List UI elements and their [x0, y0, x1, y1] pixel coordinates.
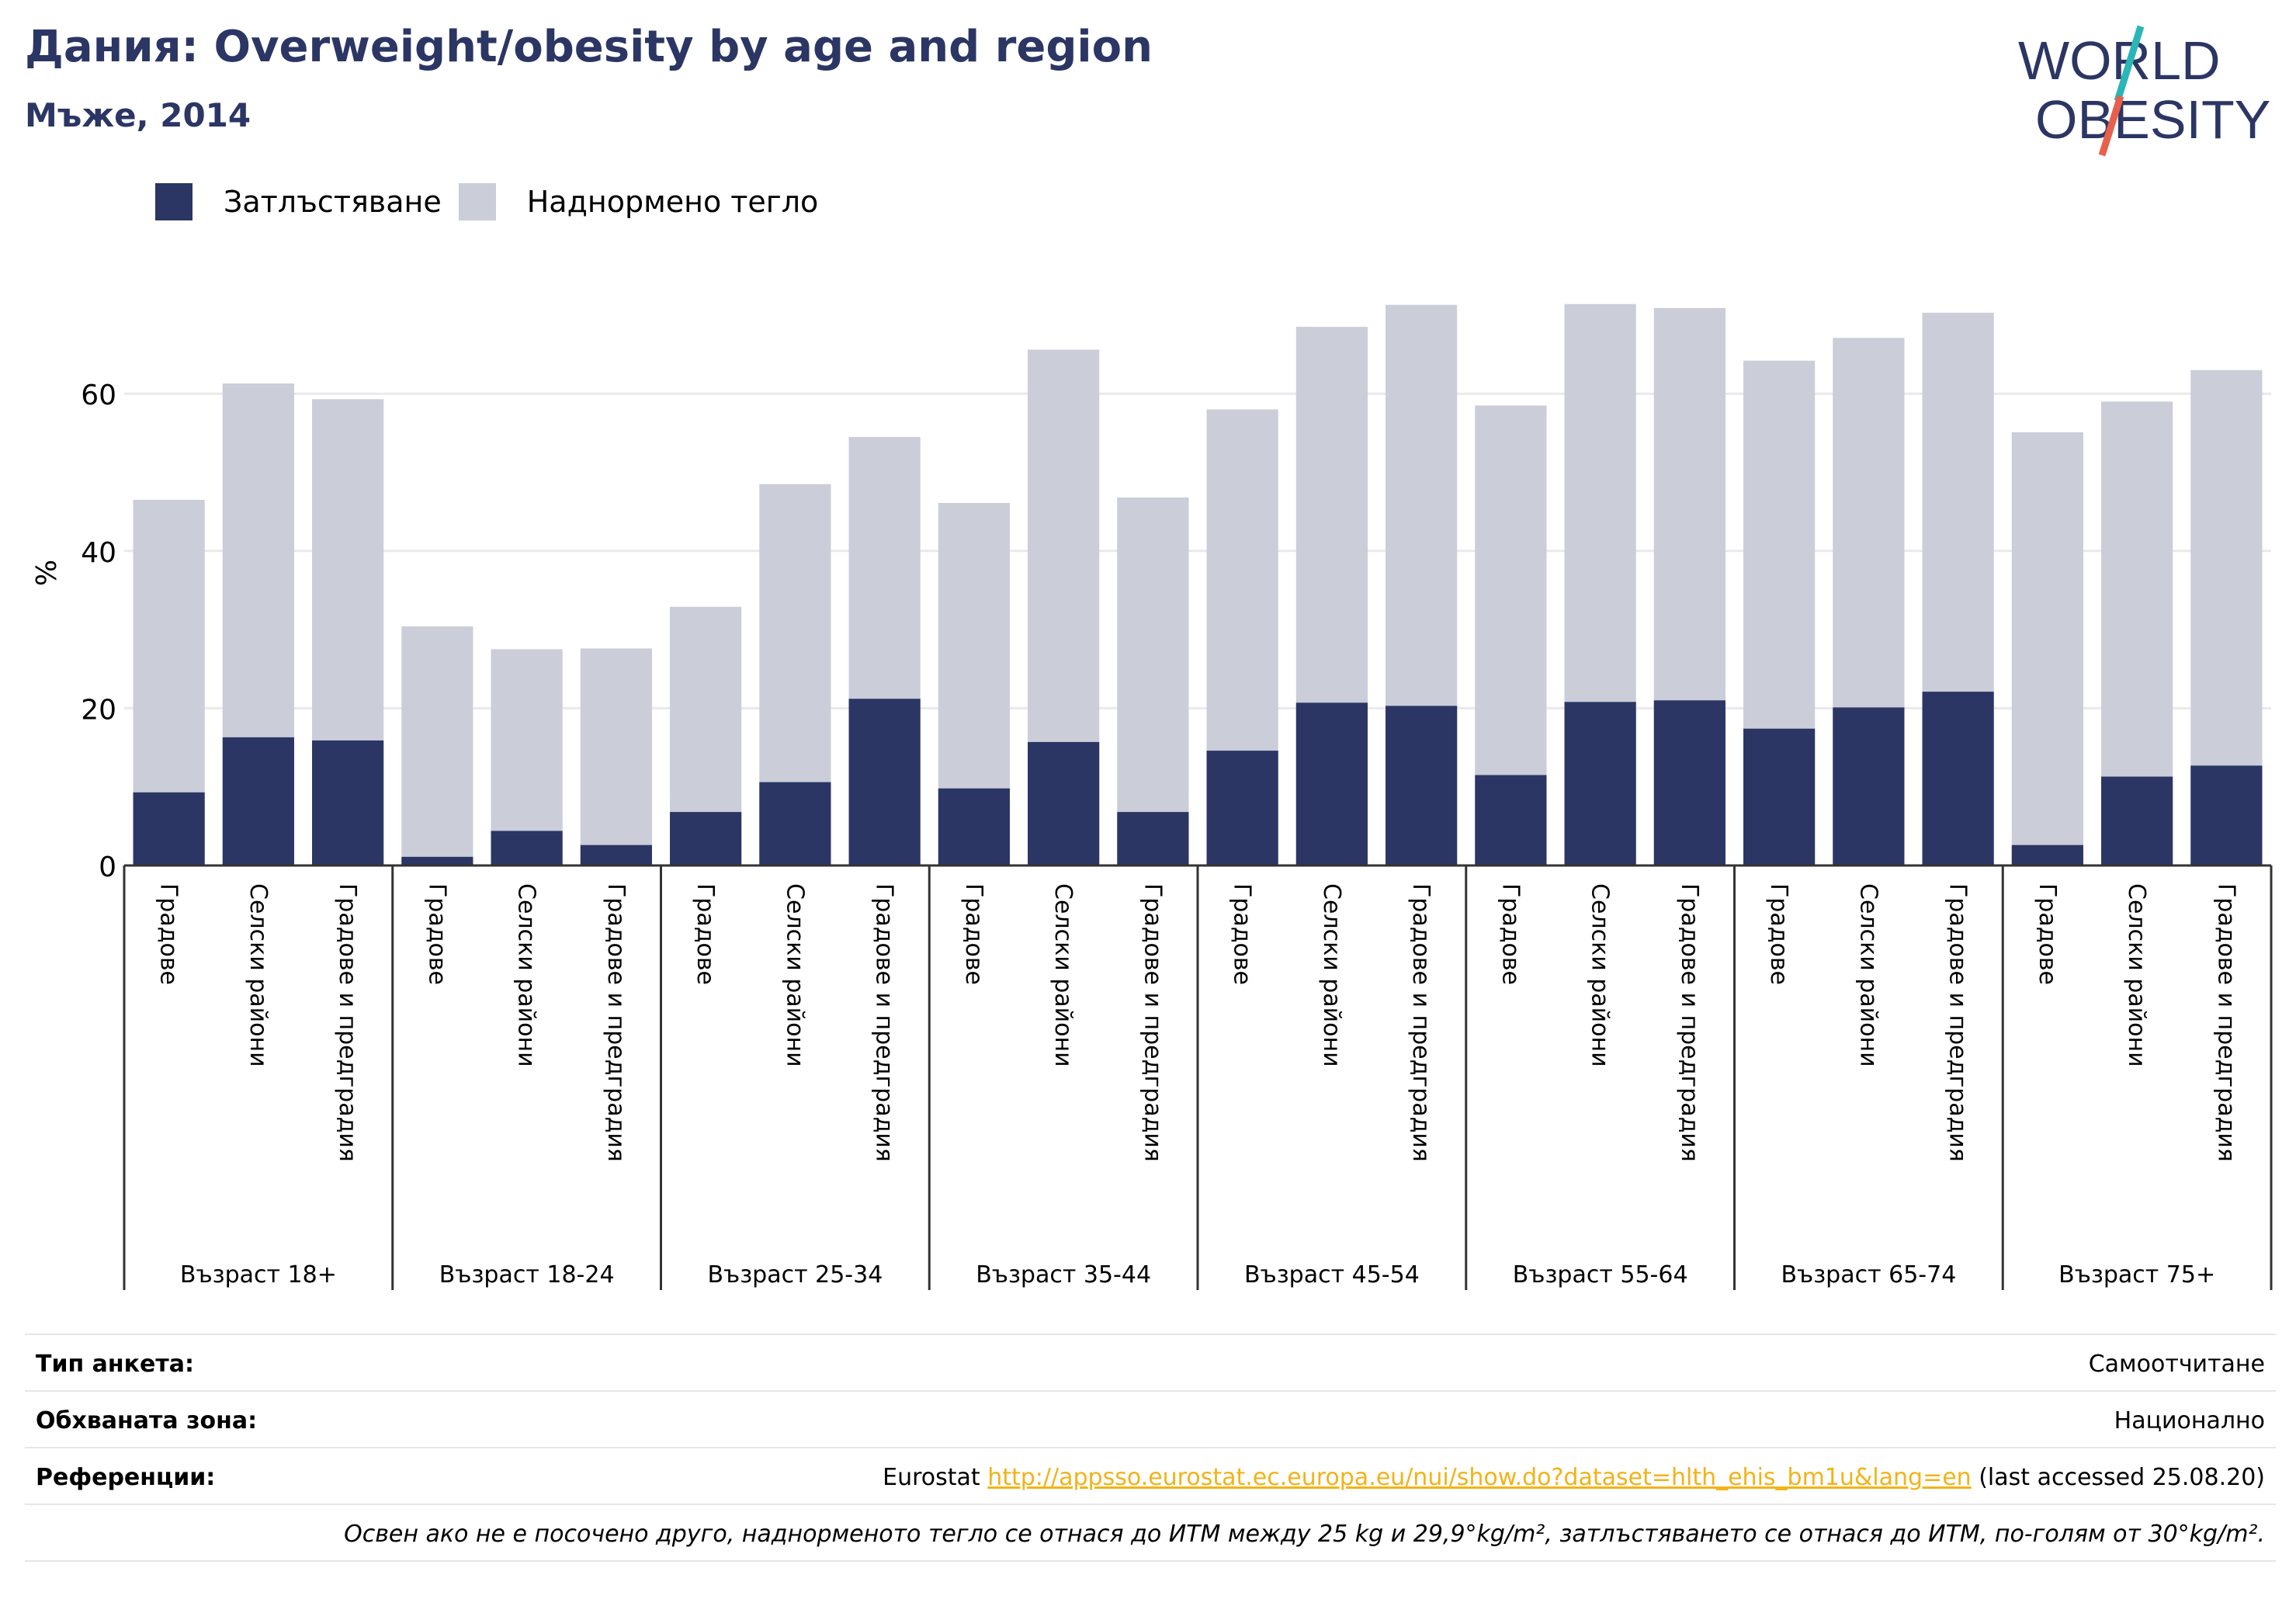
- bar-obesity: [491, 831, 563, 865]
- legend-swatch-overweight: [458, 183, 496, 220]
- bar-obesity: [1206, 751, 1278, 865]
- references-label: Референции:: [36, 1464, 216, 1491]
- legend-label-overweight: Наднормено тегло: [526, 185, 819, 219]
- x-subcategory-label: Градове и предградия: [334, 883, 361, 1162]
- x-group-label: Възраст 65-74: [1781, 1261, 1956, 1289]
- metadata-table: Тип анкета: Самоотчитане Обхваната зона:…: [25, 1334, 2276, 1562]
- x-subcategory-label: Градове: [1497, 883, 1524, 985]
- bar-overweight: [1117, 497, 1189, 865]
- references-suffix: (last accessed 25.08.20): [1971, 1464, 2265, 1491]
- bar-overweight: [401, 626, 473, 865]
- x-subcategory-label: Градове и предградия: [2212, 883, 2239, 1162]
- x-group-label: Възраст 25-34: [707, 1261, 883, 1289]
- bar-obesity: [312, 740, 384, 865]
- x-subcategory-label: Градове и предградия: [1139, 883, 1166, 1162]
- logo-slash-top: [2114, 25, 2145, 102]
- bar-overweight: [580, 648, 652, 865]
- x-subcategory-label: Селски райони: [1318, 883, 1345, 1067]
- x-subcategory-label: Градове: [1229, 883, 1256, 985]
- references-link[interactable]: http://appsso.eurostat.ec.europa.eu/nui/…: [987, 1464, 1972, 1491]
- chart-title: Дания: Overweight/obesity by age and reg…: [25, 22, 1153, 72]
- x-subcategory-label: Градове и предградия: [602, 883, 629, 1162]
- x-subcategory-label: Градове: [2034, 883, 2061, 985]
- bar-obesity: [1564, 702, 1636, 865]
- x-subcategory-label: Градове: [423, 883, 450, 985]
- y-tick-label: 60: [81, 380, 116, 411]
- x-subcategory-label: Градове: [692, 883, 719, 985]
- y-tick-label: 0: [99, 852, 116, 883]
- x-group-label: Възраст 18+: [180, 1261, 337, 1289]
- meta-row-note: Освен ако не е посочено друго, наднормен…: [25, 1504, 2276, 1562]
- x-subcategory-label: Селски райони: [1049, 883, 1077, 1067]
- logo-line2: OBESITY: [2035, 89, 2270, 150]
- y-tick-label: 20: [81, 694, 116, 726]
- logo-line1: WORLD: [2018, 30, 2221, 91]
- x-subcategory-label: Градове и предградия: [1944, 883, 1972, 1162]
- legend-swatch-obesity: [155, 183, 192, 220]
- meta-row-coverage: Обхваната зона: Национално: [25, 1390, 2276, 1447]
- coverage-value: Национално: [2114, 1407, 2265, 1434]
- chart-subtitle: Мъже, 2014: [25, 96, 251, 134]
- x-group-label: Възраст 45-54: [1244, 1261, 1420, 1289]
- x-subcategory-label: Селски райони: [1854, 883, 1882, 1067]
- y-axis-label: %: [31, 560, 63, 586]
- references-value: Eurostat http://appsso.eurostat.ec.europ…: [883, 1464, 2265, 1491]
- x-subcategory-label: Селски райони: [245, 883, 272, 1067]
- references-prefix: Eurostat: [883, 1464, 988, 1491]
- bar-obesity: [938, 788, 1010, 865]
- x-subcategory-label: Селски райони: [2123, 883, 2150, 1067]
- x-group-label: Възраст 75+: [2058, 1261, 2215, 1289]
- x-subcategory-label: Селски райони: [513, 883, 540, 1067]
- x-subcategory-label: Селски райони: [1587, 883, 1614, 1067]
- bar-obesity: [1743, 728, 1816, 865]
- chart-legend: Затлъстяване Наднормено тегло: [155, 180, 835, 224]
- survey-type-value: Самоотчитане: [2088, 1351, 2265, 1378]
- definition-note: Освен ако не е посочено друго, наднормен…: [344, 1521, 2265, 1548]
- legend-label-obesity: Затлъстяване: [224, 185, 442, 219]
- legend-item-obesity: Затлъстяване: [155, 183, 442, 220]
- meta-row-survey-type: Тип анкета: Самоотчитане: [25, 1334, 2276, 1390]
- logo-slash-bottom: [2098, 95, 2124, 157]
- bar-obesity: [1386, 706, 1458, 865]
- x-group-label: Възраст 55-64: [1513, 1261, 1688, 1289]
- survey-type-label: Тип анкета:: [36, 1351, 194, 1378]
- bar-obesity: [1653, 700, 1725, 865]
- world-obesity-logo: WORLD OBESITY: [2018, 25, 2270, 157]
- bar-obesity: [580, 845, 652, 865]
- bar-obesity: [1833, 707, 1905, 865]
- x-subcategory-label: Градове и предградия: [1676, 883, 1703, 1162]
- x-subcategory-label: Градове и предградия: [871, 883, 898, 1162]
- bar-obesity: [759, 782, 831, 865]
- x-group-label: Възраст 35-44: [976, 1261, 1151, 1289]
- bar-obesity: [133, 792, 205, 865]
- bar-obesity: [1475, 775, 1547, 865]
- bar-obesity: [1295, 702, 1368, 865]
- bar-obesity: [1117, 812, 1189, 865]
- x-subcategory-label: Градове: [155, 883, 182, 985]
- bar-obesity: [222, 737, 294, 865]
- coverage-label: Обхваната зона:: [36, 1407, 258, 1434]
- x-subcategory-label: Градове и предградия: [1407, 883, 1434, 1162]
- legend-item-overweight: Наднормено тегло: [458, 183, 819, 220]
- bar-obesity: [670, 812, 742, 865]
- y-tick-label: 40: [81, 537, 116, 569]
- bar-obesity: [2011, 845, 2083, 865]
- bar-overweight: [2011, 432, 2083, 865]
- bar-obesity: [401, 856, 473, 865]
- meta-row-references: Референции: Eurostat http://appsso.euros…: [25, 1447, 2276, 1504]
- bar-obesity: [2101, 776, 2173, 865]
- bar-obesity: [2190, 765, 2263, 865]
- bar-obesity: [1028, 741, 1100, 865]
- x-subcategory-label: Градове: [1765, 883, 1792, 985]
- bar-obesity: [848, 699, 921, 865]
- bar-overweight: [491, 649, 563, 865]
- bar-obesity: [1922, 692, 1994, 865]
- x-subcategory-label: Градове: [960, 883, 987, 985]
- x-subcategory-label: Селски райони: [781, 883, 808, 1067]
- bar-chart: 0 20 40 60% Градове Селски райони Градове и пр…: [31, 303, 2273, 1290]
- x-group-label: Възраст 18-24: [439, 1261, 615, 1289]
